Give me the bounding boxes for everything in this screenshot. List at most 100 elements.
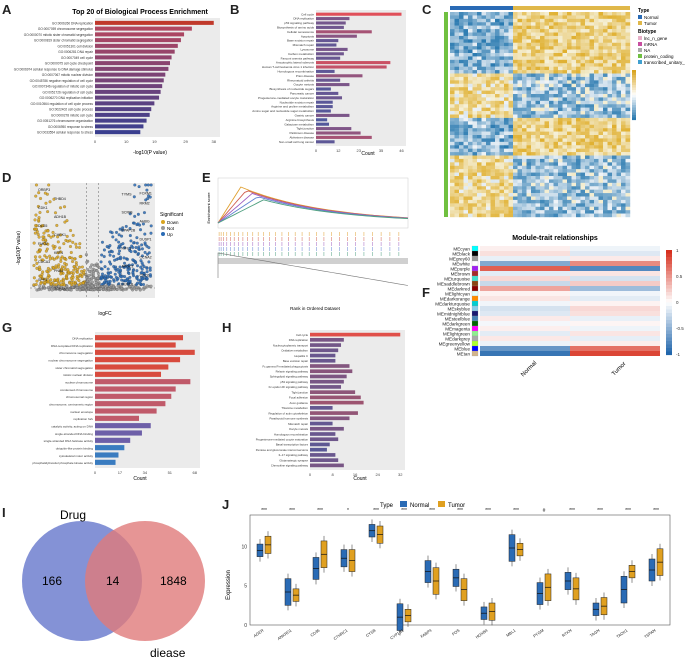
boxplot-significance: *	[347, 508, 349, 514]
heatmap-c-cell	[468, 29, 473, 33]
volcano-point	[59, 259, 63, 263]
heatmap-c-cell	[535, 66, 541, 71]
heatmap-c-cell	[567, 145, 572, 149]
heatmap-f-module-swatch	[471, 250, 479, 257]
heatmap-c-cell	[481, 206, 487, 211]
volcano-point	[38, 284, 42, 288]
heatmap-c-cell	[567, 210, 572, 214]
chart-g-category-label: DNA-templated DNA replication	[51, 344, 93, 348]
heatmap-c-cell	[544, 53, 550, 57]
heatmap-c-cell	[598, 111, 604, 115]
heatmap-c-cell	[486, 107, 491, 112]
volcano-point	[72, 268, 76, 272]
heatmap-c-cell	[576, 145, 581, 149]
heatmap-c-cell	[562, 15, 568, 20]
heatmap-c-cell	[603, 87, 608, 91]
heatmap-c-cell	[490, 155, 496, 160]
heatmap-c-cell	[576, 111, 581, 115]
heatmap-c-cell	[535, 15, 541, 20]
heatmap-c-cell	[598, 128, 604, 132]
heatmap-c-cell	[513, 179, 518, 184]
volcano-point	[80, 265, 84, 269]
heatmap-c-cell	[535, 32, 541, 37]
heatmap-c-cell	[481, 176, 487, 180]
volcano-point	[71, 260, 75, 263]
heatmap-c-cell	[580, 42, 586, 47]
heatmap-c-cell	[576, 114, 581, 119]
volcano-point	[74, 245, 78, 249]
heatmap-c-cell	[490, 100, 496, 105]
heatmap-c-cell	[589, 49, 595, 54]
heatmap-c-cell	[504, 121, 509, 125]
heatmap-c-cell	[571, 76, 577, 81]
heatmap-c-cell	[477, 199, 482, 204]
heatmap-c-cell	[526, 12, 532, 16]
heatmap-c-cell	[603, 25, 608, 30]
volcano-point	[128, 279, 132, 283]
heatmap-c-cell	[495, 141, 500, 146]
heatmap-c-cell	[531, 152, 536, 156]
heatmap-c-cell	[625, 114, 631, 119]
heatmap-c-cell	[490, 206, 496, 211]
heatmap-c-cell	[571, 56, 577, 61]
heatmap-c-cell	[531, 182, 536, 187]
heatmap-c-cell	[571, 152, 577, 156]
heatmap-c-cell	[540, 124, 545, 129]
heatmap-c-cell	[535, 155, 541, 160]
chart-b-category-label: Mismatch repair	[293, 43, 314, 47]
heatmap-c-cell	[508, 94, 514, 98]
heatmap-c-cell	[594, 97, 599, 102]
heatmap-c-cell	[585, 179, 590, 184]
volcano-point	[141, 277, 145, 281]
heatmap-c-cell	[621, 196, 626, 201]
heatmap-f-cell	[480, 306, 570, 311]
heatmap-c-cell	[594, 196, 599, 201]
heatmap-c-cell	[598, 49, 604, 54]
heatmap-c-cell	[607, 206, 613, 211]
heatmap-c-cell	[508, 152, 514, 156]
heatmap-c-cell	[594, 162, 599, 166]
volcano-point	[145, 270, 149, 274]
heatmap-c-cell	[459, 76, 464, 81]
heatmap-c-cell	[598, 39, 604, 43]
volcano-point	[106, 267, 110, 271]
heatmap-c-cell	[585, 83, 590, 88]
heatmap-c-cell	[558, 121, 563, 125]
heatmap-c-cell	[517, 124, 523, 129]
heatmap-c-cell	[477, 18, 482, 23]
heatmap-c-cell	[571, 128, 577, 132]
volcano-point	[120, 286, 124, 290]
heatmap-c-cell	[454, 90, 460, 95]
volcano-gene-label: PPAP2B	[122, 229, 136, 233]
volcano-point	[34, 283, 38, 286]
heatmap-c-cell	[490, 165, 496, 170]
heatmap-c-cell	[562, 70, 568, 74]
chart-a-bar	[95, 84, 163, 89]
heatmap-c-cell	[540, 25, 545, 30]
heatmap-c-cell	[567, 29, 572, 33]
heatmap-c-cell	[571, 186, 577, 190]
heatmap-c-cell	[594, 169, 599, 173]
chart-h-tick-label: 0	[309, 472, 312, 477]
heatmap-c-cell	[535, 80, 541, 84]
legend-biotype-2-swatch	[638, 42, 642, 46]
heatmap-c-cell	[567, 176, 572, 180]
heatmap-c-cell	[513, 76, 518, 81]
heatmap-c-cell	[571, 179, 577, 184]
heatmap-c-cell	[535, 158, 541, 163]
heatmap-c-cell	[576, 70, 581, 74]
heatmap-c-cell	[567, 128, 572, 132]
volcano-point	[116, 267, 120, 271]
heatmap-c-cell	[495, 80, 500, 84]
heatmap-c-cell	[585, 104, 590, 108]
heatmap-c-cell	[468, 87, 473, 91]
heatmap-c-cell	[558, 53, 563, 57]
heatmap-c-cell	[553, 107, 559, 112]
heatmap-c-cell	[585, 22, 590, 26]
volcano-point	[35, 261, 39, 265]
chart-b-category-label: Fanconi anemia pathway	[281, 56, 315, 60]
gsea-xlabel: Rank in Ordered Dataset	[290, 306, 341, 311]
legend-biotype-1-swatch	[638, 36, 642, 40]
heatmap-c-cell	[486, 35, 491, 40]
heatmap-c-cell	[481, 203, 487, 207]
